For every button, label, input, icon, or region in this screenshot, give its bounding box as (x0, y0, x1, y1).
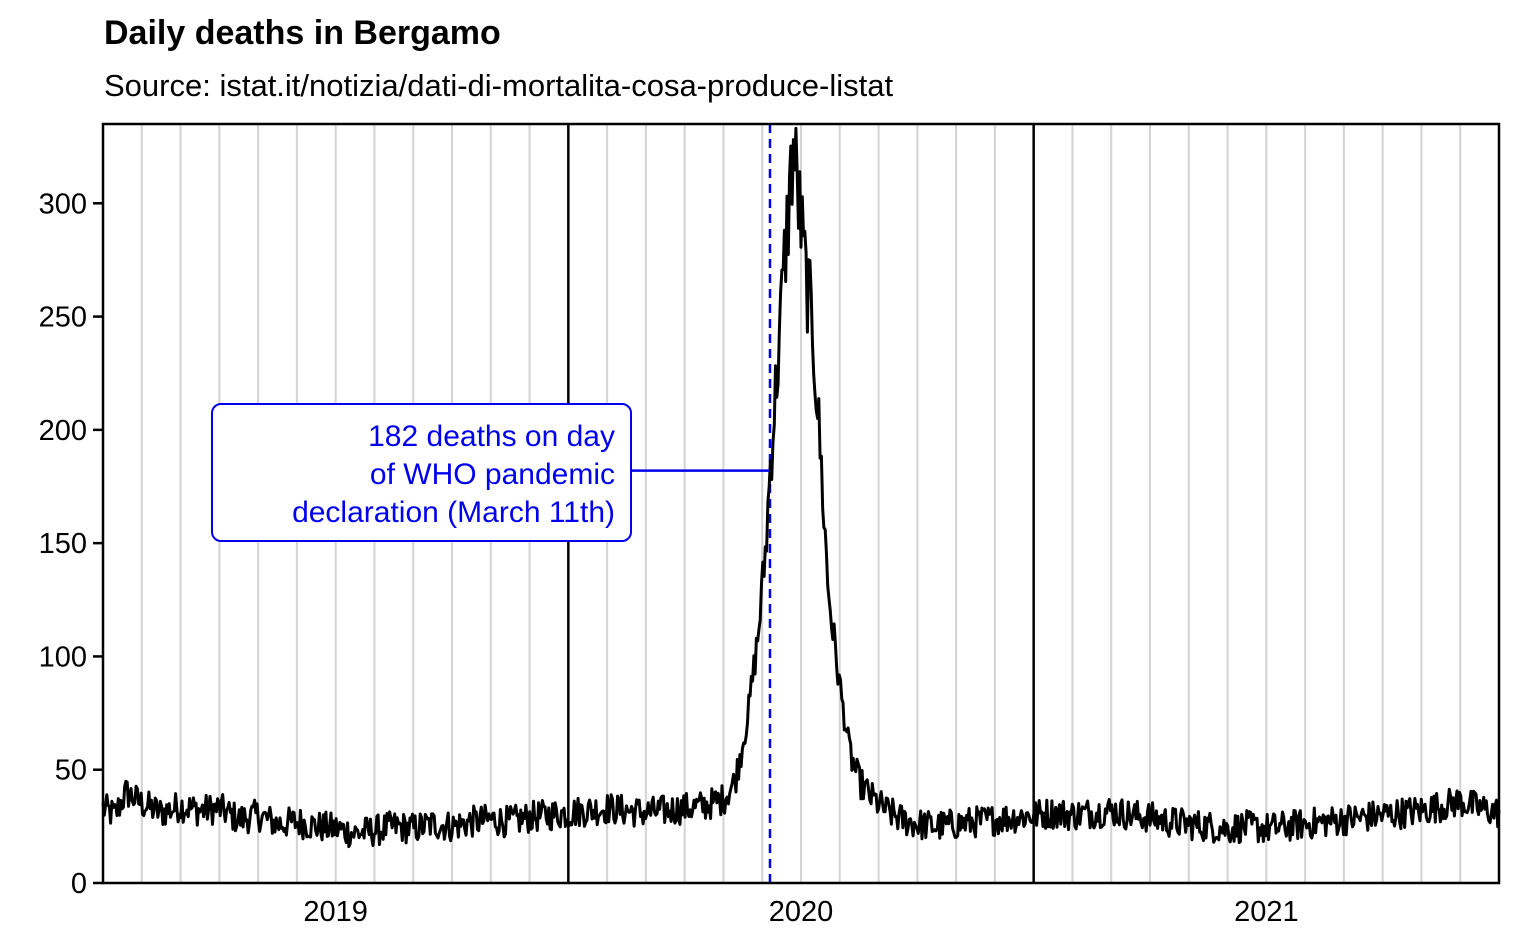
y-tick-label: 0 (71, 868, 87, 900)
y-tick-label: 250 (39, 302, 87, 334)
y-tick-label: 100 (39, 641, 87, 673)
annotation-text-line: 182 deaths on day (368, 420, 615, 453)
series-line-daily-deaths (101, 126, 1501, 849)
annotation-text-line: declaration (March 11th) (292, 496, 615, 529)
y-tick-label: 200 (39, 415, 87, 447)
annotation-layer: 182 deaths on day of WHO pandemic declarat… (211, 403, 770, 542)
series-layer (101, 126, 1501, 849)
x-tick-label: 2020 (769, 896, 834, 928)
y-tick-label: 50 (55, 755, 87, 787)
plot-frame (101, 122, 1501, 885)
annotation-text-line: of WHO pandemic (370, 458, 615, 491)
chart-subtitle: Source: istat.it/notizia/dati-di-mortali… (104, 68, 894, 103)
chart-title: Daily deaths in Bergamo (104, 14, 501, 52)
axes: 0 50 100 150 200 250 300 2019 2020 2021 (39, 188, 1299, 928)
y-tick-label: 300 (39, 188, 87, 220)
y-tick-label: 150 (39, 528, 87, 560)
x-tick-label: 2021 (1234, 896, 1299, 928)
annotation-box (211, 403, 632, 542)
x-tick-label: 2019 (303, 896, 368, 928)
